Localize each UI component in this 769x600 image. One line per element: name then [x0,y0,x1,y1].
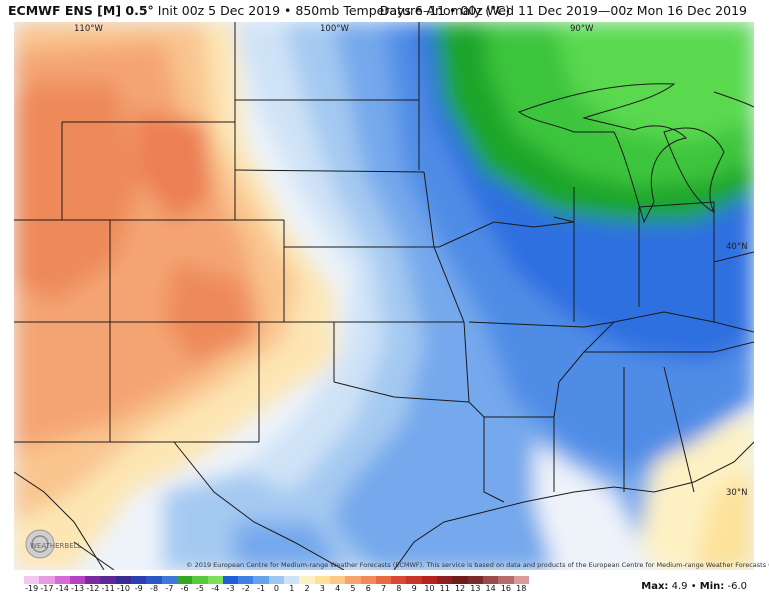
colorbar-label: -11 [101,584,115,593]
colorbar-swatch [437,576,453,584]
max-label: Max: [641,581,669,592]
lat-label-30n: 30°N [726,488,748,498]
colorbar-label: 16 [500,584,512,593]
colorbar-swatch [176,576,193,584]
colorbar-swatch [85,576,101,584]
colorbar-swatch [268,576,285,584]
colorbar-label: -1 [257,584,266,593]
colorbar-swatch [498,576,514,584]
colorbar-swatch [222,576,239,584]
colorbar-label: -10 [116,584,130,593]
logo-text: WEATHERBELL [30,542,82,550]
colorbar-label: 2 [304,584,310,593]
colorbar-label: 4 [335,584,341,593]
colorbar-swatch [513,576,529,584]
lon-label-110w: 110°W [74,24,103,34]
colorbar-label: -13 [71,584,85,593]
colorbar-label: 10 [424,584,435,593]
colorbar-swatch [238,576,254,584]
colorbar-swatch [345,576,361,584]
colorbar-label: 11 [439,584,450,593]
colorbar-swatch [100,576,116,584]
colorbar-swatch [146,576,162,584]
colorbar-swatch [161,576,177,584]
colorbar-label: -2 [241,584,250,593]
colorbar-label: -4 [211,584,220,593]
colorbar-label: -5 [195,584,204,593]
lat-label-40n: 40°N [726,242,748,252]
colorbar-swatch [284,576,300,584]
colorbar-label: 13 [470,584,481,593]
min-label: Min: [699,581,725,592]
colorbar-swatch [406,576,422,584]
colorbar-swatch [299,576,315,584]
colorbar-swatch [131,576,147,584]
colorbar-label: -7 [165,584,174,593]
colorbar: -19 -17 -14 -13 -12 -11 -10 -9 -8 -7 -6 -5 -4 -3 -2 -1 0… [24,576,529,594]
colorbar-swatch [69,576,86,584]
map-svg [14,22,754,570]
state-borders [14,22,754,570]
colorbar-swatch [452,576,468,584]
colorbar-label: -3 [226,584,235,593]
colorbar-label: 3 [319,584,325,593]
colorbar-label: 0 [273,584,279,593]
weatherbell-logo: WEATHERBELL [22,522,86,562]
colorbar-swatch [314,576,330,584]
colorbar-swatch [54,576,70,584]
colorbar-label: 6 [365,584,371,593]
colorbar-swatch [329,576,346,584]
model-name: ECMWF ENS [M] 0.5° [8,3,154,18]
colorbar-label: -19 [25,584,39,593]
colorbar-swatch [360,576,376,584]
colorbar-swatch [115,576,132,584]
colorbar-swatch [253,576,269,584]
colorbar-label: -14 [55,584,69,593]
header: ECMWF ENS [M] 0.5° Init 00z 5 Dec 2019 •… [0,0,769,22]
colorbar-label: -17 [40,584,54,593]
colorbar-label: -6 [180,584,189,593]
min-value: -6.0 [727,581,747,592]
lon-label-100w: 100°W [320,24,349,34]
colorbar-label: -8 [150,584,159,593]
colorbar-labels: -19 -17 -14 -13 -12 -11 -10 -9 -8 -7 -6 -5 -4 -3 -2 -1 0… [24,584,529,594]
colorbar-swatch [421,576,438,584]
colorbar-label: 1 [289,584,295,593]
colorbar-swatch [207,576,223,584]
chart-title: ECMWF ENS [M] 0.5° Init 00z 5 Dec 2019 •… [8,3,510,18]
stats-separator: • [690,581,697,592]
colorbar-label: 5 [350,584,356,593]
colorbar-label: 7 [381,584,387,593]
colorbar-label: -9 [134,584,143,593]
max-value: 4.9 [671,581,688,592]
anomaly-map: 110°W 100°W 90°W 40°N 30°N [14,22,754,570]
colorbar-label: 18 [516,584,527,593]
lon-label-90w: 90°W [570,24,594,34]
colorbar-swatch [192,576,208,584]
colorbar-swatch [391,576,407,584]
colorbar-swatch [467,576,483,584]
colorbar-label: 8 [396,584,402,593]
colorbar-swatch [482,576,499,584]
run-info: Init 00z 5 Dec 2019 • 850mb Temperature … [157,3,511,18]
anomaly-field [14,22,754,570]
max-min-stats: Max: 4.9 • Min: -6.0 [641,581,747,592]
copyright-notice: © 2019 European Centre for Medium-range … [186,561,769,569]
colorbar-swatches [24,576,529,584]
colorbar-label: 9 [411,584,417,593]
colorbar-swatch [39,576,55,584]
colorbar-label: -12 [86,584,100,593]
colorbar-label: 14 [485,584,496,593]
colorbar-swatch [24,576,40,584]
colorbar-label: 12 [454,584,466,593]
colorbar-swatch [375,576,392,584]
valid-period: Days 6–11 • 00z Wed 11 Dec 2019—00z Mon … [379,3,747,18]
